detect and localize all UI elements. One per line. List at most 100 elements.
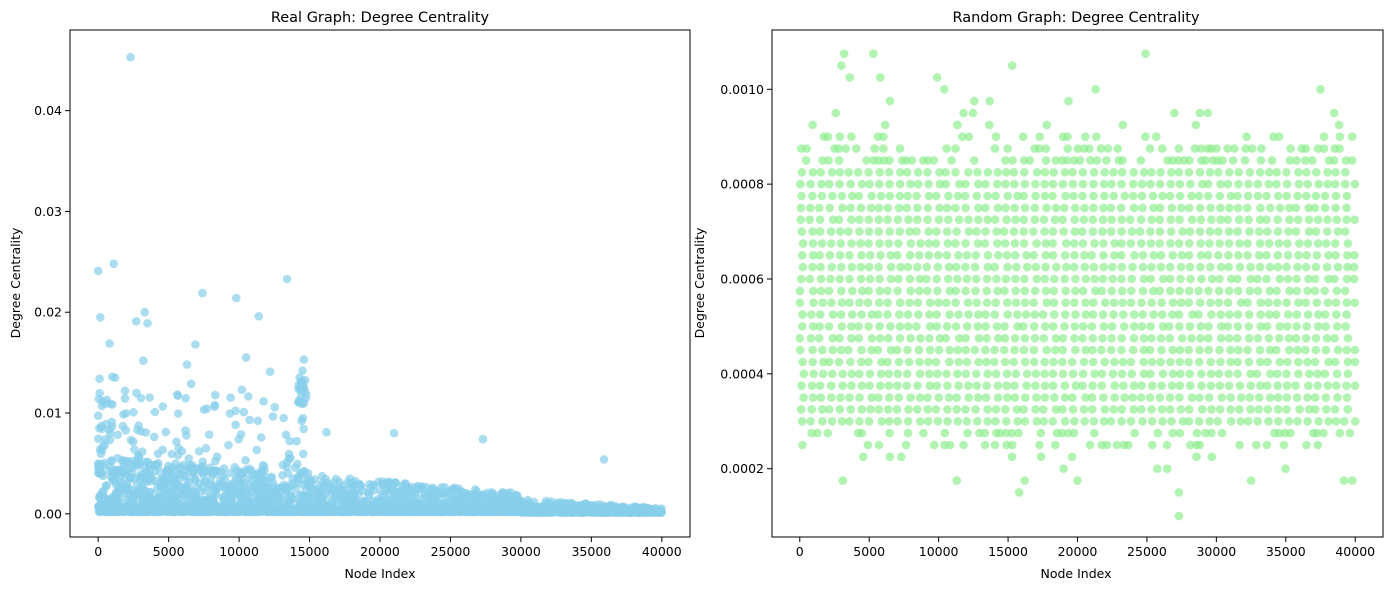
data-point: [1243, 345, 1252, 355]
data-point: [1061, 191, 1070, 201]
data-point: [123, 483, 132, 493]
data-point: [1040, 393, 1050, 402]
data-point: [841, 144, 851, 153]
data-point: [1003, 144, 1012, 153]
data-point: [1214, 168, 1223, 177]
data-point: [1019, 239, 1029, 248]
data-point: [874, 215, 884, 224]
data-point: [1069, 428, 1079, 438]
data-point: [1253, 417, 1262, 426]
data-point: [817, 405, 827, 414]
data-point: [213, 506, 222, 516]
data-point: [971, 286, 980, 296]
data-point: [1292, 274, 1301, 284]
data-point: [1184, 168, 1194, 177]
data-point: [1100, 405, 1110, 414]
data-point: [1168, 156, 1177, 165]
data-point: [827, 262, 837, 272]
data-point: [827, 168, 837, 177]
data-point: [995, 428, 1005, 438]
data-point: [1146, 239, 1156, 248]
data-point: [1176, 405, 1186, 414]
data-point: [1302, 440, 1311, 450]
data-point: [1051, 156, 1060, 165]
data-point: [1332, 286, 1342, 296]
data-point: [805, 215, 814, 224]
data-point: [1127, 369, 1136, 379]
data-point: [1100, 357, 1109, 367]
data-point: [1216, 334, 1226, 343]
data-point: [1155, 203, 1165, 213]
data-point: [96, 421, 106, 431]
data-point: [837, 345, 846, 355]
data-point: [816, 310, 825, 319]
data-point: [1254, 227, 1264, 236]
data-point: [327, 500, 337, 510]
data-point: [922, 274, 931, 284]
data-point: [140, 307, 149, 317]
data-point: [464, 497, 474, 506]
data-point: [915, 369, 925, 379]
data-point: [1107, 179, 1116, 189]
data-point: [1120, 191, 1129, 201]
data-point: [874, 203, 884, 213]
data-point: [1253, 191, 1263, 201]
data-point: [1117, 334, 1126, 343]
data-point: [1217, 393, 1227, 402]
data-point: [883, 298, 892, 308]
data-point: [1225, 310, 1234, 319]
data-point: [981, 310, 990, 319]
data-point: [943, 405, 952, 414]
data-point: [904, 357, 914, 367]
data-point: [1149, 251, 1159, 260]
data-point: [1137, 381, 1146, 391]
data-point: [1233, 274, 1242, 284]
random-graph-points: [795, 49, 1360, 521]
data-point: [945, 310, 954, 319]
data-point: [1166, 179, 1175, 189]
data-point: [1010, 345, 1019, 355]
data-point: [1158, 369, 1168, 379]
data-point: [865, 251, 875, 260]
data-point: [875, 322, 884, 331]
data-point: [289, 480, 298, 490]
data-point: [1341, 168, 1350, 177]
data-point: [1246, 262, 1255, 272]
data-point: [1127, 227, 1137, 236]
data-point: [818, 298, 827, 308]
data-point: [1272, 179, 1281, 189]
data-point: [943, 417, 952, 426]
real-graph-x-axis-label: Node Index: [344, 566, 415, 581]
data-point: [1235, 405, 1244, 414]
data-point: [943, 239, 953, 248]
data-point: [1341, 156, 1351, 165]
data-point: [1138, 203, 1147, 213]
data-point: [970, 96, 979, 106]
data-point: [1223, 144, 1232, 153]
data-point: [974, 334, 984, 343]
x-tick-label: 25000: [431, 544, 471, 559]
data-point: [953, 274, 962, 284]
data-point: [1224, 286, 1234, 296]
data-point: [807, 310, 816, 319]
data-point: [339, 492, 348, 502]
data-point: [1078, 334, 1087, 343]
data-point: [1291, 381, 1300, 391]
data-point: [241, 353, 251, 362]
data-point: [527, 508, 537, 517]
data-point: [802, 144, 811, 153]
data-point: [299, 424, 308, 434]
data-point: [1050, 393, 1059, 402]
data-point: [1048, 417, 1057, 426]
data-point: [864, 286, 873, 296]
data-point: [283, 468, 293, 478]
data-point: [140, 487, 150, 497]
x-tick-label: 15000: [988, 544, 1028, 559]
data-point: [1039, 215, 1049, 224]
data-point: [970, 345, 980, 355]
data-point: [981, 203, 990, 213]
data-point: [1009, 168, 1019, 177]
data-point: [884, 393, 894, 402]
data-point: [925, 345, 935, 355]
data-point: [294, 397, 304, 407]
